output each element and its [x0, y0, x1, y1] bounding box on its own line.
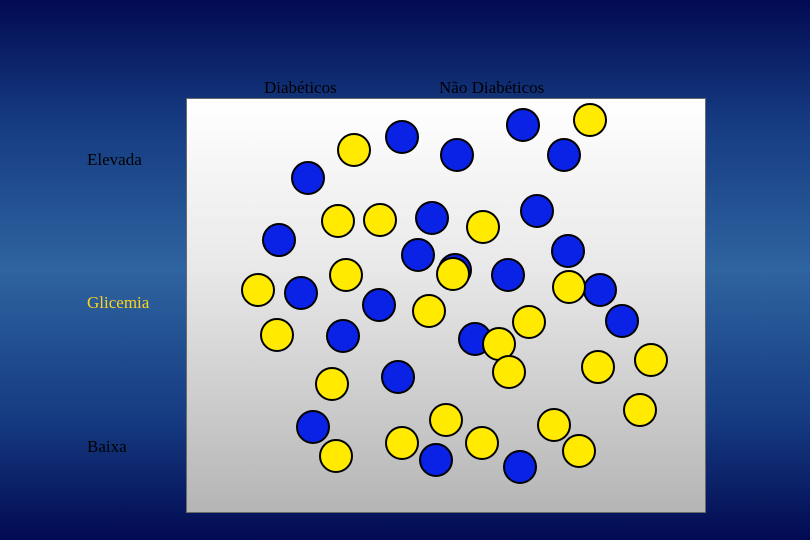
yellow-dot — [385, 426, 419, 460]
blue-dot — [419, 443, 453, 477]
blue-dot — [415, 201, 449, 235]
blue-dot — [440, 138, 474, 172]
blue-dot — [491, 258, 525, 292]
yellow-dot — [412, 294, 446, 328]
yellow-dot — [466, 210, 500, 244]
yellow-dot — [363, 203, 397, 237]
blue-dot — [547, 138, 581, 172]
yellow-dot — [321, 204, 355, 238]
yellow-dot — [552, 270, 586, 304]
yellow-dot — [634, 343, 668, 377]
yellow-dot — [512, 305, 546, 339]
row-label-low: Baixa — [87, 437, 127, 456]
yellow-dot — [537, 408, 571, 442]
blue-dot — [362, 288, 396, 322]
yellow-dot — [581, 350, 615, 384]
blue-dot — [326, 319, 360, 353]
row-label-high: Elevada — [87, 150, 142, 169]
blue-dot — [296, 410, 330, 444]
yellow-dot — [241, 273, 275, 307]
blue-dot — [401, 238, 435, 272]
yellow-dot — [573, 103, 607, 137]
yellow-dot — [329, 258, 363, 292]
blue-dot — [506, 108, 540, 142]
yellow-dot — [562, 434, 596, 468]
yellow-dot — [337, 133, 371, 167]
row-label-glycemia: Glicemia — [87, 293, 150, 312]
blue-dot — [385, 120, 419, 154]
blue-dot — [551, 234, 585, 268]
blue-dot — [583, 273, 617, 307]
blue-dot — [291, 161, 325, 195]
blue-dot — [503, 450, 537, 484]
yellow-dot — [623, 393, 657, 427]
blue-dot — [520, 194, 554, 228]
column-header-non-diabetic: Não Diabéticos — [439, 78, 545, 97]
yellow-dot — [436, 257, 470, 291]
yellow-dot — [319, 439, 353, 473]
yellow-dot — [260, 318, 294, 352]
yellow-dot — [429, 403, 463, 437]
yellow-dot — [492, 355, 526, 389]
blue-dot — [262, 223, 296, 257]
blue-dot — [284, 276, 318, 310]
blue-dot — [605, 304, 639, 338]
yellow-dot — [315, 367, 349, 401]
yellow-dot — [465, 426, 499, 460]
column-header-diabetic: Diabéticos — [264, 78, 337, 97]
blue-dot — [381, 360, 415, 394]
